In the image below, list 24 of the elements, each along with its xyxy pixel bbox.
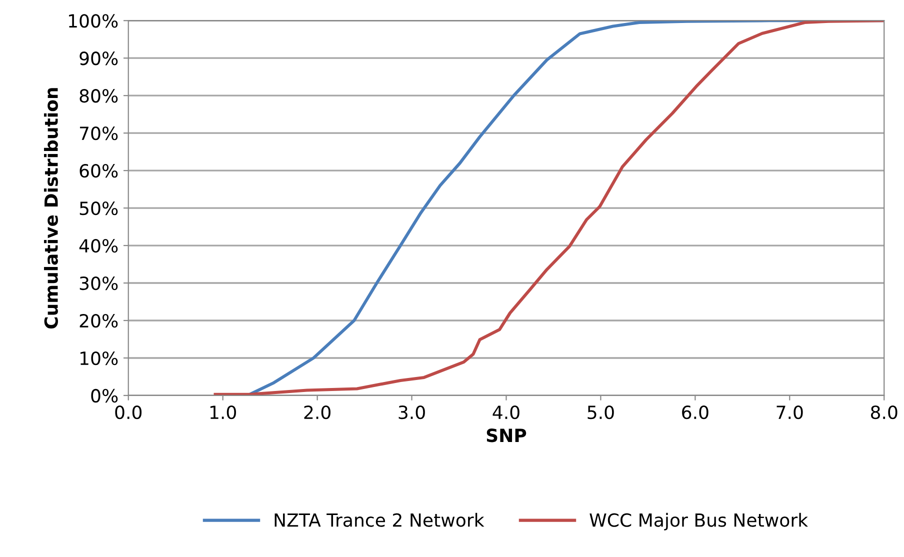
legend-label: NZTA Trance 2 Network — [274, 512, 484, 527]
y-tick-label: 0% — [91, 388, 118, 403]
y-tick-label: 50% — [80, 202, 118, 216]
x-tick-label: 0.0 — [115, 406, 142, 420]
legend-label: WCC Major Bus Network — [590, 512, 808, 530]
x-tick-label: 6.0 — [682, 406, 708, 420]
y-tick-label: 80% — [80, 89, 118, 103]
x-axis-title: SNP — [486, 428, 526, 442]
y-tick-label: 20% — [80, 314, 118, 328]
x-tick-label: 4.0 — [492, 406, 520, 420]
x-tick-label: 5.0 — [588, 406, 614, 420]
y-tick-label: 70% — [80, 126, 118, 140]
y-tick-label: 60% — [80, 164, 118, 178]
y-tick-label: 40% — [79, 238, 118, 253]
x-tick-label: 1.0 — [210, 406, 236, 420]
y-tick-label: 90% — [80, 52, 118, 66]
x-tick-label: 8.0 — [870, 406, 898, 420]
y-tick-label: 10% — [80, 351, 118, 366]
x-tick-label: 2.0 — [304, 406, 330, 420]
y-tick-label: 30% — [80, 276, 118, 290]
x-tick-label: 7.0 — [776, 406, 803, 420]
y-axis-title: Cumulative Distribution — [44, 88, 58, 329]
x-tick-label: 3.0 — [398, 406, 425, 420]
y-tick-label: 100% — [69, 14, 118, 28]
